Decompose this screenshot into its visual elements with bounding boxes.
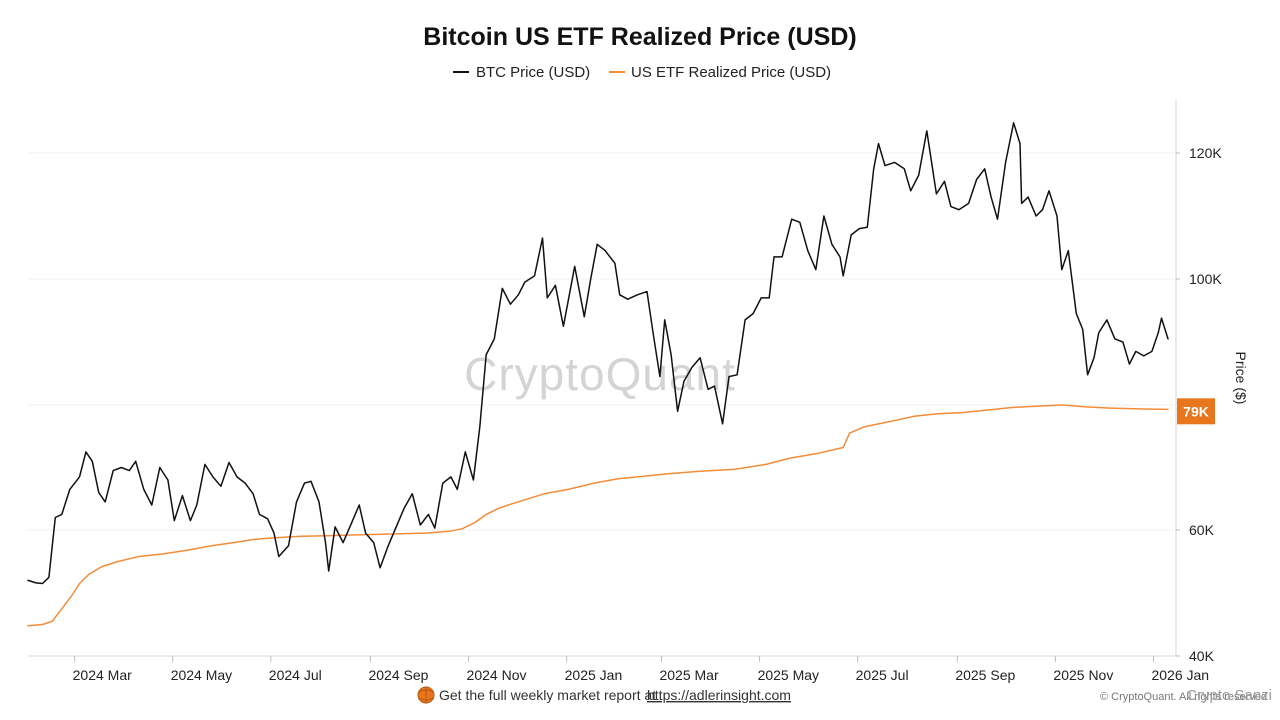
legend-label-btc: BTC Price (USD) [476, 64, 590, 81]
legend-item-realized[interactable]: US ETF Realized Price (USD) [609, 64, 831, 81]
x-tick-label: 2024 Jul [269, 667, 322, 683]
x-tick-label: 2025 Mar [659, 667, 718, 683]
x-tick-label: 2025 Nov [1053, 667, 1113, 683]
x-tick-label: 2024 Mar [73, 667, 132, 683]
current-value-badge: 79K [1177, 398, 1215, 425]
x-tick-label: 2024 May [171, 667, 232, 683]
footer-prompt: Get the full weekly market report at [439, 687, 656, 703]
report-icon [417, 686, 435, 704]
chart-title: Bitcoin US ETF Realized Price (USD) [423, 23, 856, 51]
y-axis-label: Price ($) [1233, 352, 1249, 405]
grid [28, 152, 1176, 531]
current-value-badge-label: 79K [1183, 403, 1209, 419]
legend-item-btc[interactable]: BTC Price (USD) [453, 64, 590, 81]
y-tick-label: 40K [1189, 648, 1215, 664]
y-tick-label: 60K [1189, 522, 1215, 538]
series-line-btc-price [27, 122, 1169, 585]
footer-link[interactable]: https://adlerinsight.com [647, 687, 791, 703]
footer: Get the full weekly market report at htt… [417, 686, 1272, 704]
x-tick-label: 2025 May [758, 667, 819, 683]
legend: BTC Price (USD) US ETF Realized Price (U… [453, 64, 831, 81]
author-handle: Crypto Sanzi [1186, 687, 1272, 704]
watermark: CryptoQuant [464, 348, 736, 400]
x-ticks: 2024 Mar 2024 May 2024 Jul 2024 Sep 2024 Nov… [73, 656, 1209, 683]
x-tick-label: 2026 Jan [1151, 667, 1209, 683]
y-tick-label: 120K [1189, 145, 1222, 161]
series [27, 122, 1169, 627]
current-value-badge-bg [1177, 398, 1215, 425]
x-tick-label: 2025 Sep [955, 667, 1015, 683]
copyright-text: © CryptoQuant. All rights reserved [1100, 691, 1267, 703]
x-tick-label: 2024 Sep [368, 667, 428, 683]
x-tick-label: 2024 Nov [467, 667, 527, 683]
x-tick-label: 2025 Jan [565, 667, 623, 683]
y-ticks: 40K 60K 100K 120K [1176, 145, 1222, 664]
series-line-etf-realized-price [27, 404, 1169, 627]
x-tick-label: 2025 Jul [856, 667, 909, 683]
legend-label-realized: US ETF Realized Price (USD) [631, 64, 831, 81]
y-tick-label: 100K [1189, 271, 1222, 287]
y-axis [28, 100, 1177, 657]
